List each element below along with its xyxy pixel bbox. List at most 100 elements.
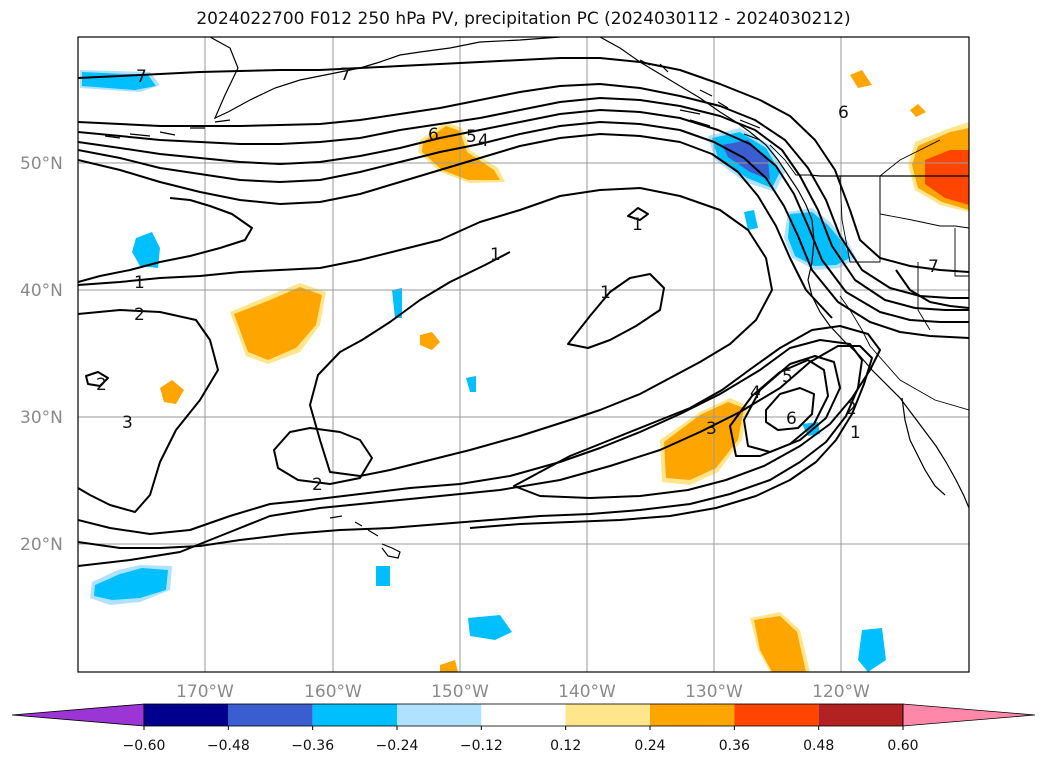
pv-contour-7 <box>78 57 969 273</box>
contour-label: 7 <box>136 67 147 87</box>
lon-axis: 170°W 160°W 150°W 140°W 130°W 120°W <box>176 682 870 702</box>
colorbar-segment <box>397 704 482 726</box>
colorbar-extend-high <box>902 703 1036 727</box>
precip-negative-region <box>744 210 758 230</box>
colorbar-frame <box>143 703 904 727</box>
lon-tick-label: 150°W <box>431 682 489 702</box>
contour-label: 3 <box>122 413 133 433</box>
precip-negative-region <box>468 615 512 640</box>
pv-contour-2-small <box>85 371 109 387</box>
precip-negative-region <box>466 376 476 392</box>
pv-contours <box>78 57 969 567</box>
pv-contour-1-small <box>627 207 649 221</box>
lon-tick-label: 170°W <box>176 682 234 702</box>
colorbar-tick-label: 0.48 <box>803 738 834 754</box>
pv-contour-1 <box>78 187 773 477</box>
colorbar-tick-label: 0.36 <box>719 738 750 754</box>
contour-label: 4 <box>750 383 761 403</box>
colorbar-segment <box>650 704 735 726</box>
colorbar-tick-label: −0.24 <box>376 738 419 754</box>
lon-tick-label: 140°W <box>558 682 616 702</box>
precip-positive-region <box>910 104 926 117</box>
contour-label: 6 <box>786 409 797 429</box>
precip-negative-region <box>94 568 168 600</box>
pv-contour-2-closed <box>273 427 373 485</box>
gridlines <box>78 37 969 672</box>
pv-contour-1-east <box>895 269 969 309</box>
contour-label: 2 <box>846 399 857 419</box>
contour-label: 4 <box>478 131 489 151</box>
precip-negative-region <box>788 212 850 266</box>
precip-positive-region <box>925 150 969 205</box>
colorbar-segment <box>818 704 903 726</box>
lon-tick-label: 160°W <box>304 682 362 702</box>
precip-negative-region <box>132 232 160 268</box>
pv-contour-3-trough <box>513 325 881 499</box>
lon-tick-label: 130°W <box>685 682 743 702</box>
precip-negative-region <box>392 288 402 318</box>
plot-frame <box>77 36 970 673</box>
pv-contour-6 <box>78 83 969 299</box>
pv-contour-3 <box>78 121 969 339</box>
precip-positive-region <box>420 332 440 350</box>
colorbar-segment <box>228 704 313 726</box>
contour-label: 1 <box>490 245 501 265</box>
contour-label: 6 <box>838 103 849 123</box>
pv-contour-5-closed <box>743 355 841 453</box>
contour-label: 1 <box>632 215 643 235</box>
pv-contour-2-west <box>78 309 219 513</box>
pv-contour-5 <box>78 97 969 311</box>
colorbar <box>11 703 1036 727</box>
colorbar-tick-label: −0.48 <box>207 738 250 754</box>
colorbar-tick-label: 0.24 <box>634 738 665 754</box>
contour-label: 1 <box>600 283 611 303</box>
contour-label: 1 <box>850 423 861 443</box>
plot-area <box>78 37 969 672</box>
contour-label: 3 <box>706 419 717 439</box>
colorbar-segment <box>734 704 819 726</box>
precip-positive-region <box>440 660 458 672</box>
contour-label: 2 <box>134 305 145 325</box>
precip-positive-region <box>234 287 322 360</box>
contour-label: 7 <box>340 65 351 85</box>
contour-label: 5 <box>782 367 793 387</box>
colorbar-segment <box>312 704 397 726</box>
colorbar-tick-label: −0.12 <box>460 738 503 754</box>
precip-positive-region <box>664 402 744 480</box>
pv-contour-2-trough <box>78 339 863 549</box>
colorbar-labels: −0.60 −0.48 −0.36 −0.24 −0.12 0.12 0.24 0.36 0.4… <box>123 726 919 754</box>
colorbar-extend-low <box>11 703 145 727</box>
contour-label: 7 <box>928 257 939 277</box>
lat-tick-label: 20°N <box>20 535 63 555</box>
contour-label: 2 <box>312 475 323 495</box>
colorbar-tick-label: −0.36 <box>291 738 334 754</box>
colorbar-tick-label: −0.60 <box>123 738 166 754</box>
precip-positive-region <box>422 126 500 180</box>
pv-contour-4 <box>78 109 969 323</box>
contour-labels: 7 7 7 6 6 6 5 5 4 4 3 3 2 2 2 2 1 1 1 1 … <box>96 65 939 495</box>
colorbar-tick-label: 0.12 <box>550 738 581 754</box>
contour-label: 6 <box>428 125 439 145</box>
borders <box>769 139 969 411</box>
pv-contour-6-closed <box>765 387 815 431</box>
precip-negative-region <box>376 566 390 586</box>
colorbar-tick-label: 0.60 <box>887 738 918 754</box>
pv-contour-1-south <box>78 345 873 567</box>
colorbar-segment <box>144 704 229 726</box>
lat-tick-label: 50°N <box>20 154 63 174</box>
contour-label: 5 <box>466 127 477 147</box>
lat-tick-label: 30°N <box>20 408 63 428</box>
lon-tick-label: 120°W <box>812 682 870 702</box>
lat-axis: 50°N 40°N 30°N 20°N <box>20 154 63 555</box>
contour-label: 1 <box>134 273 145 293</box>
contour-label: 2 <box>96 375 107 395</box>
pv-contour-1-closed <box>567 273 665 349</box>
chart-title: 2024022700 F012 250 hPa PV, precipitatio… <box>196 9 851 29</box>
precip-positive-region <box>754 616 806 672</box>
precip-positive-region <box>850 70 872 88</box>
precip-positive-region <box>160 380 184 404</box>
colorbar-segment <box>565 704 650 726</box>
precip-negative-region <box>858 628 886 672</box>
pv-contour-1-west <box>78 197 253 283</box>
